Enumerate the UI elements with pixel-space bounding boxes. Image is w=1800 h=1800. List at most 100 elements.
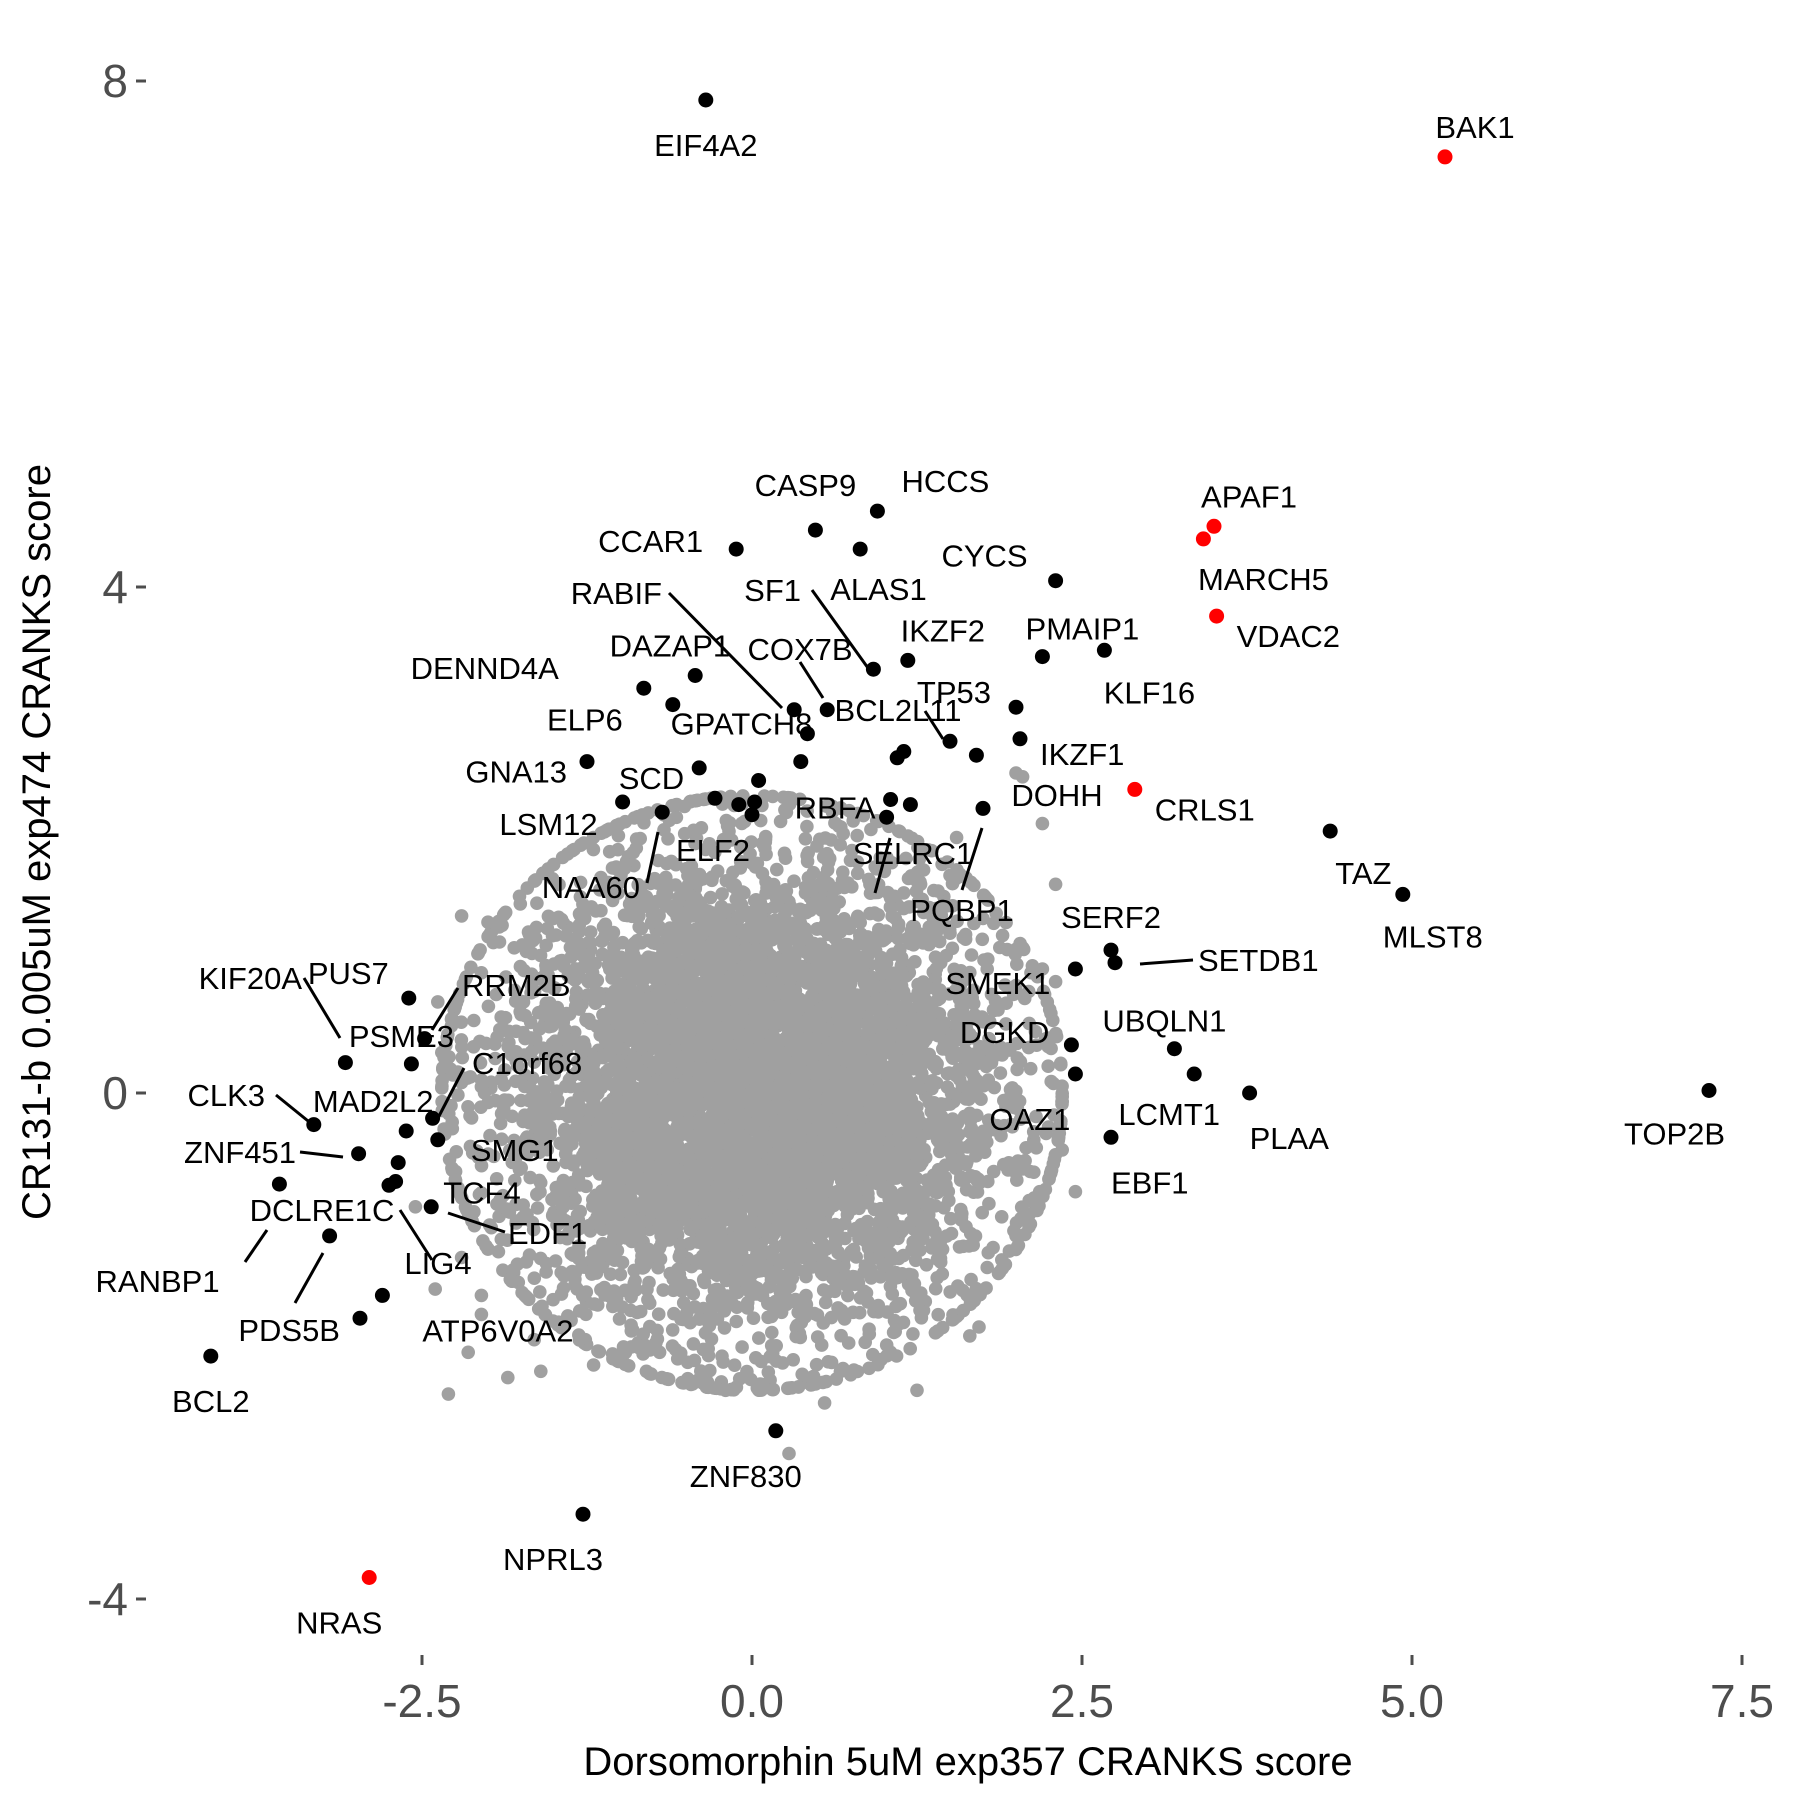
gray-point-cloud (435, 789, 1069, 1397)
cloud-point (586, 1192, 600, 1207)
cloud-point (765, 789, 780, 804)
cloud-point (953, 1173, 968, 1187)
cloud-point (656, 1283, 670, 1297)
cloud-point (518, 1068, 533, 1083)
cloud-point (630, 933, 644, 948)
cloud-point (539, 958, 553, 973)
cloud-point (514, 1093, 528, 1108)
cloud-point (507, 983, 522, 998)
cloud-point (885, 909, 899, 923)
cloud-point (1019, 1141, 1033, 1155)
cloud-point (766, 1382, 781, 1397)
cloud-point (843, 853, 858, 868)
cloud-point (494, 1106, 509, 1121)
cloud-point (521, 925, 536, 939)
cloud-point (498, 905, 513, 920)
cloud-point (818, 1295, 833, 1310)
cloud-point (530, 1201, 545, 1215)
cloud-point (554, 1265, 568, 1280)
cloud-point (933, 1255, 948, 1269)
cloud-point (620, 1184, 634, 1199)
cloud-point (686, 1337, 701, 1351)
cloud-point (615, 935, 630, 950)
cloud-point (541, 909, 556, 924)
cloud-point (435, 1079, 449, 1093)
cloud-point (505, 1045, 520, 1059)
cloud-point (853, 915, 867, 930)
cloud-point (833, 801, 848, 815)
cloud-point (453, 1188, 468, 1202)
cloud-point (460, 1203, 474, 1217)
cloud-point (861, 1295, 875, 1309)
cloud-point (813, 832, 827, 847)
cloud-point (494, 1132, 509, 1146)
cloud-point (531, 1005, 546, 1020)
cloud-point (688, 1300, 702, 1314)
cloud-point (1032, 1184, 1047, 1199)
cloud-point (935, 1267, 950, 1281)
cloud-point (552, 877, 566, 892)
cloud-point (613, 997, 628, 1011)
cloud-point (526, 1222, 541, 1237)
cloud-point (596, 1236, 610, 1251)
cloud-point (1022, 1220, 1036, 1234)
cloud-point (945, 1313, 960, 1327)
cloud-point (579, 1307, 593, 1322)
cloud-point (940, 1080, 955, 1094)
cloud-point (650, 1332, 665, 1346)
cloud-point (473, 1056, 488, 1070)
cloud-point (964, 948, 979, 962)
cloud-point (817, 962, 832, 977)
cloud-point (837, 1312, 852, 1326)
cloud-point (980, 1260, 994, 1275)
cloud-point (862, 1229, 877, 1244)
cloud-point (550, 1084, 564, 1098)
cloud-point (731, 886, 745, 900)
cloud-point (916, 905, 931, 920)
cloud-point (992, 1265, 1007, 1279)
cloud-point (960, 1140, 975, 1154)
cloud-point (455, 1050, 470, 1065)
cloud-point (606, 1299, 620, 1314)
cloud-point (767, 899, 782, 914)
cloud-point (659, 899, 673, 913)
cloud-point (595, 1222, 610, 1237)
cloud-point (920, 1173, 934, 1187)
cloud-point (938, 1158, 953, 1172)
cloud-point (492, 935, 507, 949)
cloud-point (966, 1185, 981, 1199)
cloud-point (809, 1357, 824, 1372)
cloud-point (546, 1159, 561, 1173)
cloud-point (590, 1298, 605, 1312)
cloud-point (882, 1189, 896, 1204)
cloud-point (1029, 1109, 1043, 1124)
cloud-point (630, 1305, 644, 1320)
cloud-point (536, 1041, 550, 1055)
cloud-point (806, 865, 821, 880)
cloud-point (474, 1100, 488, 1114)
cloud-point (1009, 978, 1023, 993)
cloud-point (761, 1365, 776, 1379)
cloud-point (527, 874, 542, 888)
cloud-point (830, 1272, 844, 1286)
cloud-point (496, 1263, 510, 1277)
cloud-point (612, 1312, 627, 1326)
cloud-point (836, 826, 850, 841)
cloud-point (837, 880, 852, 895)
cloud-point (896, 901, 911, 916)
cloud-point (733, 854, 748, 869)
cloud-point (759, 847, 773, 862)
cloud-point (850, 866, 865, 881)
cloud-point (740, 1364, 754, 1379)
cloud-point (859, 1108, 874, 1123)
cloud-point (527, 1271, 542, 1285)
cloud-point (744, 835, 759, 849)
cloud-point (891, 920, 906, 935)
cloud-point (680, 1355, 695, 1370)
cloud-point (810, 922, 824, 936)
cloud-point (841, 1288, 855, 1303)
cloud-point (567, 1154, 582, 1168)
cloud-point (572, 918, 587, 932)
cloud-point (798, 1310, 812, 1324)
cloud-point (777, 846, 792, 861)
